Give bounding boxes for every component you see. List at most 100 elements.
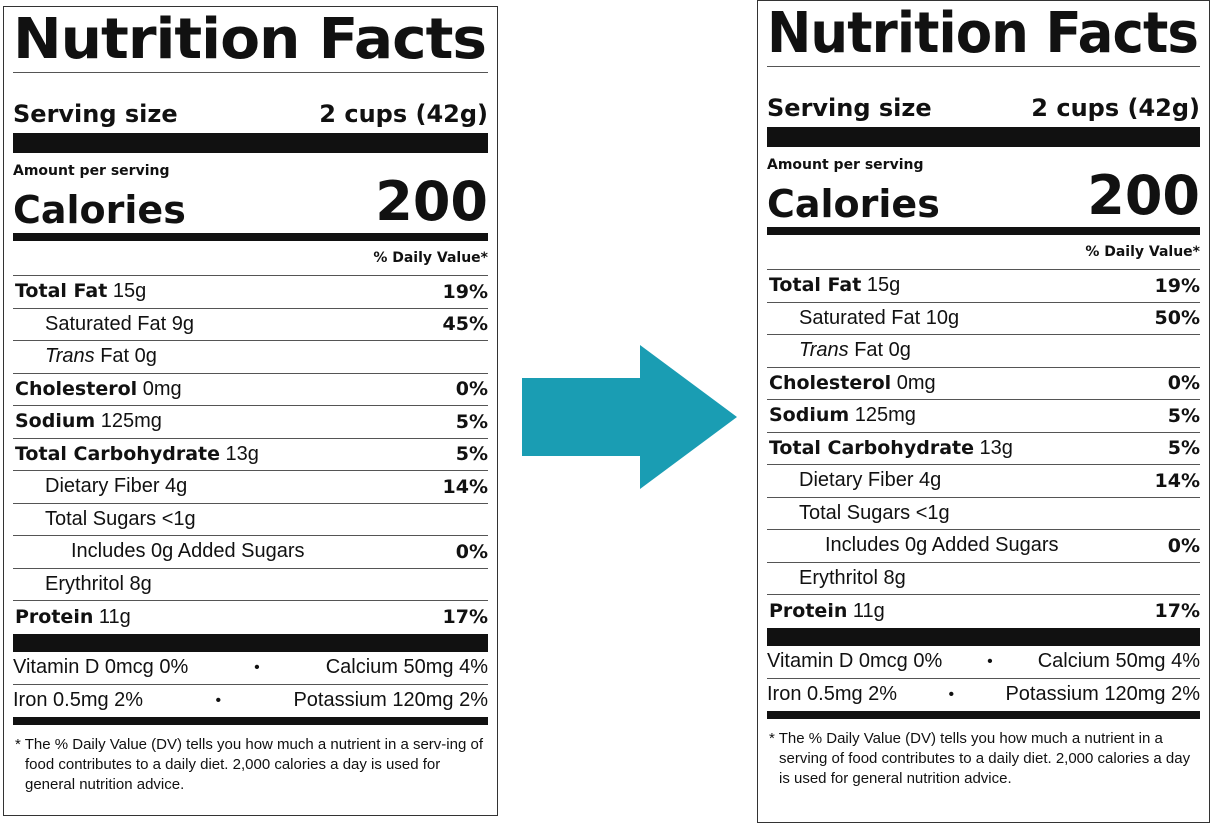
nutrient-row: Total Sugars <1g (767, 498, 1200, 530)
nutrient-name: Erythritol 8g (767, 567, 906, 590)
nutrient-daily-value: 0% (1167, 534, 1200, 557)
nutrient-daily-value: 5% (1167, 404, 1200, 427)
serving-size-value: 2 cups (42g) (319, 100, 488, 128)
nutrient-bold-name: Protein (769, 599, 848, 622)
nutrient-row: Cholesterol 0mg 0% (767, 368, 1200, 400)
nutrient-row: Total Carbohydrate 13g 5% (767, 433, 1200, 465)
nutrient-bold-name: Total Fat (15, 280, 108, 303)
nutrient-amount: 11g (847, 599, 885, 622)
nutrient-amount: Total Sugars <1g (799, 501, 950, 524)
nutrient-daily-value: 5% (1167, 437, 1200, 460)
divider-thick (13, 633, 488, 652)
nutrition-label-updated: Nutrition Facts Serving size 2 cups (42g) A… (757, 0, 1210, 823)
vitamin-right: Calcium 50mg 4% (325, 656, 488, 678)
nutrient-amount: 13g (973, 436, 1013, 459)
vitamin-right: Calcium 50mg 4% (1037, 650, 1200, 672)
nutrient-bold-name: Cholesterol (769, 371, 892, 394)
nutrient-name: Cholesterol 0mg (13, 378, 182, 401)
bullet-separator: • (987, 652, 993, 670)
nutrient-italic-name: Trans (799, 339, 849, 362)
vitamin-left: Vitamin D 0mcg 0% (767, 650, 943, 672)
calories-label: Calories (767, 182, 940, 226)
nutrient-amount: Saturated Fat 10g (799, 306, 960, 329)
daily-value-header: % Daily Value* (767, 235, 1200, 270)
divider-medium (767, 710, 1200, 719)
nutrient-name: Saturated Fat 9g (13, 313, 194, 336)
vitamin-row: Vitamin D 0mcg 0% • Calcium 50mg 4% (13, 652, 488, 685)
nutrient-name: Total Carbohydrate 13g (767, 437, 1013, 460)
divider-medium (13, 716, 488, 725)
nutrient-row: Dietary Fiber 4g 14% (13, 471, 488, 504)
nutrient-name: Protein 11g (767, 600, 885, 623)
nutrient-row: Erythritol 8g (13, 569, 488, 601)
calories-label: Calories (13, 188, 186, 232)
divider-medium (13, 233, 488, 241)
nutrient-amount: Saturated Fat 9g (45, 312, 194, 335)
nutrient-amount: 0mg (137, 377, 182, 400)
nutrient-daily-value: 5% (455, 410, 488, 433)
divider-thick (767, 127, 1200, 147)
label-title: Nutrition Facts (13, 7, 487, 72)
nutrient-amount: Erythritol 8g (45, 572, 152, 595)
nutrient-row: Includes 0g Added Sugars 0% (767, 530, 1200, 563)
nutrient-amount: Fat 0g (94, 345, 157, 368)
nutrient-row: Total Carbohydrate 13g 5% (13, 439, 488, 471)
nutrient-name: Total Sugars <1g (13, 508, 196, 531)
nutrient-amount: Includes 0g Added Sugars (825, 534, 1059, 557)
nutrient-name: Protein 11g (13, 606, 131, 629)
nutrient-name: Trans Fat 0g (13, 345, 157, 368)
nutrient-amount: Dietary Fiber 4g (45, 475, 188, 498)
divider-thick (767, 627, 1200, 646)
serving-size-row: Serving size 2 cups (42g) (13, 73, 488, 133)
title-section: Nutrition Facts (767, 1, 1200, 67)
footnote: * The % Daily Value (DV) tells you how m… (15, 735, 483, 793)
nutrient-amount: Dietary Fiber 4g (799, 469, 942, 492)
nutrient-row: Trans Fat 0g (767, 335, 1200, 368)
nutrient-daily-value: 0% (455, 378, 488, 401)
nutrient-daily-value: 0% (455, 540, 488, 563)
serving-size-value: 2 cups (42g) (1031, 94, 1200, 122)
nutrient-row: Total Fat 15g 19% (767, 270, 1200, 303)
nutrient-name: Total Sugars <1g (767, 502, 950, 525)
nutrient-bold-name: Total Carbohydrate (15, 442, 220, 465)
nutrient-daily-value: 50% (1154, 307, 1200, 330)
nutrient-daily-value: 19% (1154, 274, 1200, 297)
calories-row: Calories 200 (13, 175, 488, 232)
nutrient-row: Saturated Fat 10g 50% (767, 303, 1200, 335)
nutrient-name: Includes 0g Added Sugars (767, 534, 1059, 557)
nutrient-amount: Total Sugars <1g (45, 507, 196, 530)
vitamin-right: Potassium 120mg 2% (293, 689, 488, 711)
daily-value-header: % Daily Value* (13, 241, 488, 276)
nutrient-row: Total Fat 15g 19% (13, 276, 488, 309)
serving-size-label: Serving size (13, 100, 178, 128)
calories-value: 200 (1087, 164, 1200, 227)
nutrient-amount: 15g (107, 280, 147, 303)
nutrient-italic-name: Trans (45, 345, 95, 368)
footnote: * The % Daily Value (DV) tells you how m… (769, 729, 1191, 787)
nutrient-bold-name: Total Carbohydrate (769, 436, 974, 459)
calories-row: Calories 200 (767, 169, 1200, 226)
nutrient-amount: 0mg (891, 371, 936, 394)
nutrient-row: Dietary Fiber 4g 14% (767, 465, 1200, 498)
nutrient-daily-value: 19% (442, 280, 488, 303)
vitamin-row: Iron 0.5mg 2% • Potassium 120mg 2% (13, 685, 488, 717)
nutrient-bold-name: Cholesterol (15, 377, 138, 400)
nutrient-name: Sodium 125mg (13, 410, 162, 433)
nutrient-bold-name: Sodium (769, 404, 850, 427)
nutrient-bold-name: Sodium (15, 410, 96, 433)
nutrient-name: Total Fat 15g (767, 274, 900, 297)
nutrient-row: Total Sugars <1g (13, 504, 488, 536)
nutrition-label-original: Nutrition Facts Serving size 2 cups (42g) A… (3, 6, 498, 816)
nutrient-row: Protein 11g 17% (767, 595, 1200, 628)
nutrient-name: Saturated Fat 10g (767, 307, 959, 330)
amount-per-serving: Amount per serving (13, 163, 170, 179)
bullet-separator: • (215, 691, 222, 709)
nutrient-row: Saturated Fat 9g 45% (13, 309, 488, 341)
nutrient-row: Erythritol 8g (767, 563, 1200, 595)
nutrient-amount: 125mg (95, 410, 162, 433)
nutrient-row: Protein 11g 17% (13, 601, 488, 634)
nutrient-amount: Fat 0g (848, 339, 911, 362)
divider-thick (13, 133, 488, 153)
right-arrow-icon (522, 345, 737, 489)
nutrient-bold-name: Protein (15, 605, 94, 628)
